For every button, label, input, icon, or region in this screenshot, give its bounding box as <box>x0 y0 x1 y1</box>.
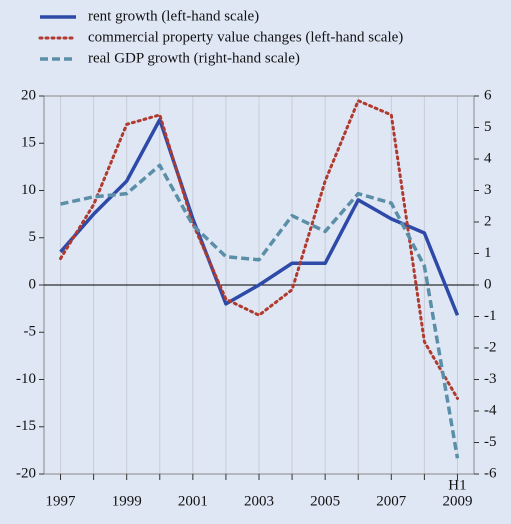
y-tick-label: 5 <box>29 229 37 245</box>
x-tick-label: 1997 <box>46 493 77 509</box>
y2-tick-label: 6 <box>484 87 492 103</box>
y2-tick-label: -2 <box>484 339 497 355</box>
y-tick-label: -10 <box>16 371 36 387</box>
y-tick-label: 0 <box>29 276 37 292</box>
x-tick-label: 2009 <box>442 493 472 509</box>
y2-tick-label: 0 <box>484 276 492 292</box>
x-tick-label: 2005 <box>310 493 340 509</box>
y2-tick-label: -1 <box>484 308 497 324</box>
y2-tick-label: -5 <box>484 434 497 450</box>
series-line <box>60 163 460 459</box>
y2-tick-label: 4 <box>484 150 492 166</box>
y2-tick-label: 3 <box>484 182 492 198</box>
x-tick-label: 1999 <box>112 493 142 509</box>
y-tick-label: 15 <box>21 135 36 151</box>
legend-label: real GDP growth (right-hand scale) <box>88 50 300 66</box>
legend-label: rent growth (left-hand scale) <box>88 8 259 24</box>
series-line <box>59 117 460 316</box>
x-tick-label: 2007 <box>376 493 407 509</box>
legend-label: commercial property value changes (left-… <box>88 29 403 45</box>
y2-tick-label: -4 <box>484 402 497 418</box>
x-tick-label: 2003 <box>244 493 274 509</box>
y-tick-label: 20 <box>21 87 36 103</box>
y2-tick-label: -6 <box>484 465 497 481</box>
y2-tick-label: -3 <box>484 371 497 387</box>
y-tick-label: 10 <box>21 182 36 198</box>
y-tick-label: -5 <box>24 324 37 340</box>
y2-tick-label: 5 <box>484 119 492 135</box>
x-tick-label: 2001 <box>178 493 208 509</box>
annotation: H1 <box>448 477 466 493</box>
series-line <box>59 99 459 400</box>
y2-tick-label: 2 <box>484 213 492 229</box>
y-tick-label: -15 <box>16 418 36 434</box>
y-tick-label: -20 <box>16 465 36 481</box>
y2-tick-label: 1 <box>484 245 492 261</box>
